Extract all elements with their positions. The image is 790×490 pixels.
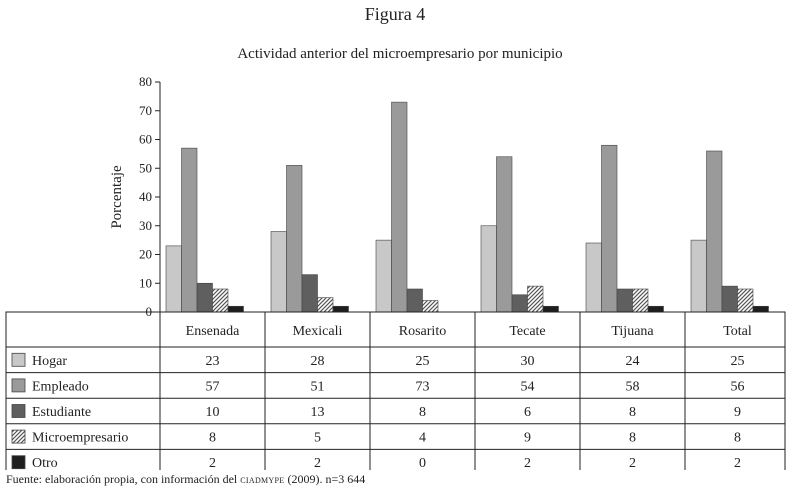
bar-empleado-mexicali [286,165,303,313]
table-cell: 8 [734,431,741,446]
bar-estudiante-tijuana [616,288,633,313]
table-cell: 56 [731,379,745,394]
table-cell: 8 [209,431,216,446]
y-axis-label: Porcentaje [109,165,125,229]
table-cell: 2 [629,456,636,470]
bar-estudiante-total [721,285,738,313]
chart-title: Actividad anterior del microempresario p… [237,46,563,62]
legend-swatch-empleado [11,378,26,393]
y-tick-label: 70 [139,103,152,118]
bar-empleado-rosarito [391,101,408,313]
legend-swatch-hogar [11,352,26,367]
bar-otro-ensenada [227,305,244,313]
bar-microempresario-mexicali [317,297,334,313]
bar-hogar-tecate [480,225,497,313]
bar-microempresario-total [737,288,754,313]
table-header-total: Total [723,324,752,339]
legend-label-otro: Otro [32,456,58,470]
legend-swatch-microempresario [11,429,26,444]
table-header-tecate: Tecate [509,324,545,339]
legend-label-empleado: Empleado [32,379,89,394]
source-note: Fuente: elaboración propia, con informac… [6,472,365,487]
table-cell: 23 [206,354,220,369]
table-cell: 2 [524,456,531,470]
table-cell: 8 [629,431,636,446]
y-tick-label: 20 [139,247,152,262]
bar-microempresario-ensenada [212,288,229,313]
bar-microempresario-rosarito [422,300,439,313]
y-tick-label: 30 [139,218,152,233]
bar-hogar-tijuana [585,242,602,313]
table-cell: 13 [311,405,325,420]
source-org: ciadmype [240,472,285,486]
table-cell: 25 [416,354,430,369]
legend-swatch-otro [11,455,26,470]
table-cell: 24 [626,354,640,369]
table-cell: 28 [311,354,325,369]
table-header-rosarito: Rosarito [399,324,446,339]
table-cell: 2 [734,456,741,470]
table-cell: 8 [629,405,636,420]
table-cell: 9 [734,405,741,420]
data-table-border [5,311,786,470]
bar-empleado-total [706,150,723,313]
bar-chart: 0 10 20 30 40 50 60 70 80 Porcentaje Ensenada Mexi… [5,74,786,470]
table-cell: 30 [521,354,535,369]
table-cell: 57 [206,379,220,394]
table-cell: 9 [524,431,531,446]
bar-otro-tijuana [647,305,664,313]
table-cell: 58 [626,379,640,394]
table-cell: 10 [206,405,220,420]
table-cell: 0 [419,456,426,470]
table-cell: 25 [731,354,745,369]
figure-label: Figura 4 [364,4,426,24]
legend-label-estudiante: Estudiante [32,405,91,420]
table-cell: 54 [521,379,535,394]
bar-otro-mexicali [332,305,349,313]
bar-empleado-tijuana [601,144,618,313]
y-tick-label: 60 [139,132,152,147]
bar-hogar-rosarito [375,239,392,313]
bar-estudiante-ensenada [196,282,213,313]
bar-empleado-ensenada [181,147,198,313]
legend-label-hogar: Hogar [32,354,67,369]
bar-estudiante-mexicali [301,274,318,313]
bar-hogar-total [690,239,707,313]
bar-microempresario-tijuana [632,288,649,313]
bar-estudiante-rosarito [406,288,423,313]
table-header-mexicali: Mexicali [293,324,343,339]
bar-empleado-tecate [496,156,513,313]
table-header-tijuana: Tijuana [611,324,654,339]
bar-hogar-mexicali [270,231,287,313]
bar-otro-total [752,305,769,313]
table-cell: 2 [209,456,216,470]
bar-otro-tecate [542,305,559,313]
bar-hogar-ensenada [165,245,182,313]
table-cell: 2 [314,456,321,470]
table-cell: 4 [419,431,426,446]
table-header-ensenada: Ensenada [186,324,240,339]
legend-swatch-estudiante [11,404,26,418]
table-cell: 6 [524,405,531,420]
source-suffix: (2009). n=3 644 [284,472,366,486]
legend-label-microempresario: Microempresario [32,431,128,446]
y-tick-label: 50 [139,160,152,175]
bar-microempresario-tecate [527,285,544,313]
table-cell: 5 [314,431,321,446]
bar-estudiante-tecate [511,294,528,313]
table-cell: 73 [416,379,430,394]
y-tick-label: 10 [139,275,152,290]
y-tick-label: 80 [139,74,152,89]
y-tick-label: 40 [139,189,152,204]
table-cell: 51 [311,379,325,394]
table-cell: 8 [419,405,426,420]
source-prefix: Fuente: elaboración propia, con informac… [6,472,241,486]
